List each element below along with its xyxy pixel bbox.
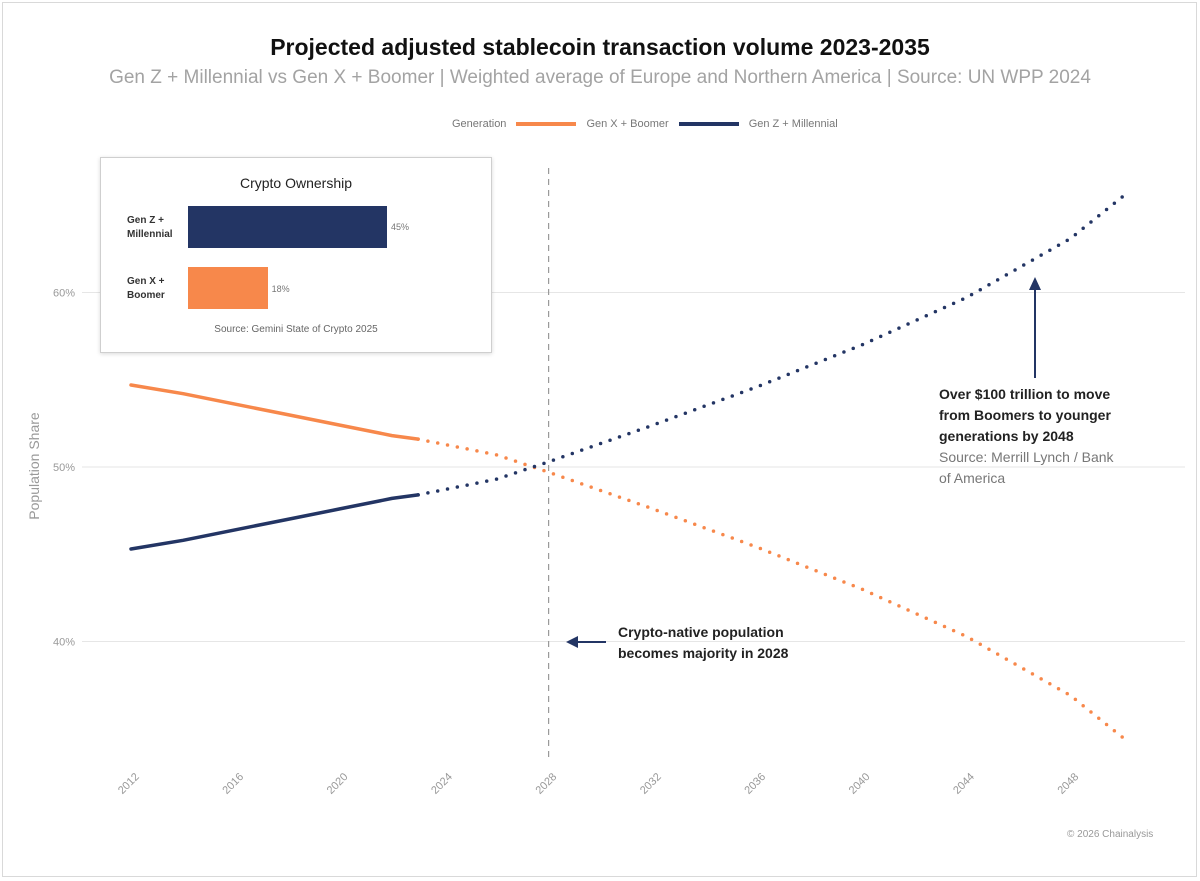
legend-swatch-gen-z-millennial (678, 122, 739, 126)
chart-subtitle: Gen Z + Millennial vs Gen X + Boomer | W… (109, 67, 1091, 88)
inset-category-gen-x-boomer: Gen X + Boomer (127, 276, 165, 301)
crypto-ownership-inset: Crypto Ownership Gen Z + Millennial 45% … (100, 157, 492, 353)
transfer-arrow-head (1029, 277, 1041, 290)
x-tick-label: 2032 (638, 771, 664, 797)
x-tick-label: 2024 (429, 771, 455, 797)
inset-title: Crypto Ownership (239, 175, 353, 191)
inset-source: Source: Gemini State of Crypto 2025 (214, 324, 378, 335)
y-tick-label: 50% (53, 462, 75, 474)
x-tick-label: 2028 (534, 771, 560, 797)
annotation-transfer-line-3: generations by 2048 (939, 428, 1074, 444)
x-tick-label: 2020 (325, 771, 351, 797)
copyright: © 2026 Chainalysis (1067, 829, 1154, 840)
annotation-transfer-line-2: from Boomers to younger (939, 407, 1111, 423)
annotation-majority-line-1: Crypto-native population (618, 624, 784, 640)
legend-label-gen-x-boomer: Gen X + Boomer (586, 118, 669, 130)
x-tick-label: 2048 (1056, 771, 1082, 797)
series-projection-gen-x-boomer (416, 437, 1125, 740)
x-tick-label: 2016 (220, 771, 246, 797)
inset-value-gen-x-boomer: 18% (271, 284, 290, 294)
legend-swatch-gen-x-boomer (516, 122, 577, 126)
annotation-transfer-line-1: Over $100 trillion to move (939, 386, 1111, 402)
x-tick-label: 2036 (742, 771, 768, 797)
inset-value-gen-z-millennial: 45% (391, 222, 410, 232)
chart-title: Projected adjusted stablecoin transactio… (270, 34, 930, 60)
inset-bar-gen-z-millennial (188, 206, 387, 248)
x-tick-label: 2044 (951, 771, 977, 797)
y-tick-label: 40% (53, 637, 75, 649)
inset-bar-gen-x-boomer (188, 267, 268, 309)
x-tick-label: 2040 (847, 771, 873, 797)
annotation-transfer-source-1: Source: Merrill Lynch / Bank (939, 449, 1114, 465)
inset-category-gen-z-millennial: Gen Z + Millennial (127, 215, 173, 240)
annotation-transfer-source-2: of America (939, 470, 1006, 486)
legend-label-gen-z-millennial: Gen Z + Millennial (748, 118, 838, 130)
series-line-gen-z-millennial (129, 493, 420, 551)
x-tick-label: 2012 (116, 771, 142, 797)
majority-arrow-head (566, 636, 578, 648)
annotation-majority-line-2: becomes majority in 2028 (618, 645, 789, 661)
legend: Generation Gen X + Boomer Gen Z + Millen… (452, 118, 838, 130)
y-tick-label: 60% (53, 288, 75, 300)
legend-title: Generation (452, 118, 507, 130)
series-line-gen-x-boomer (129, 383, 420, 441)
y-axis-label: Population Share (26, 412, 42, 520)
